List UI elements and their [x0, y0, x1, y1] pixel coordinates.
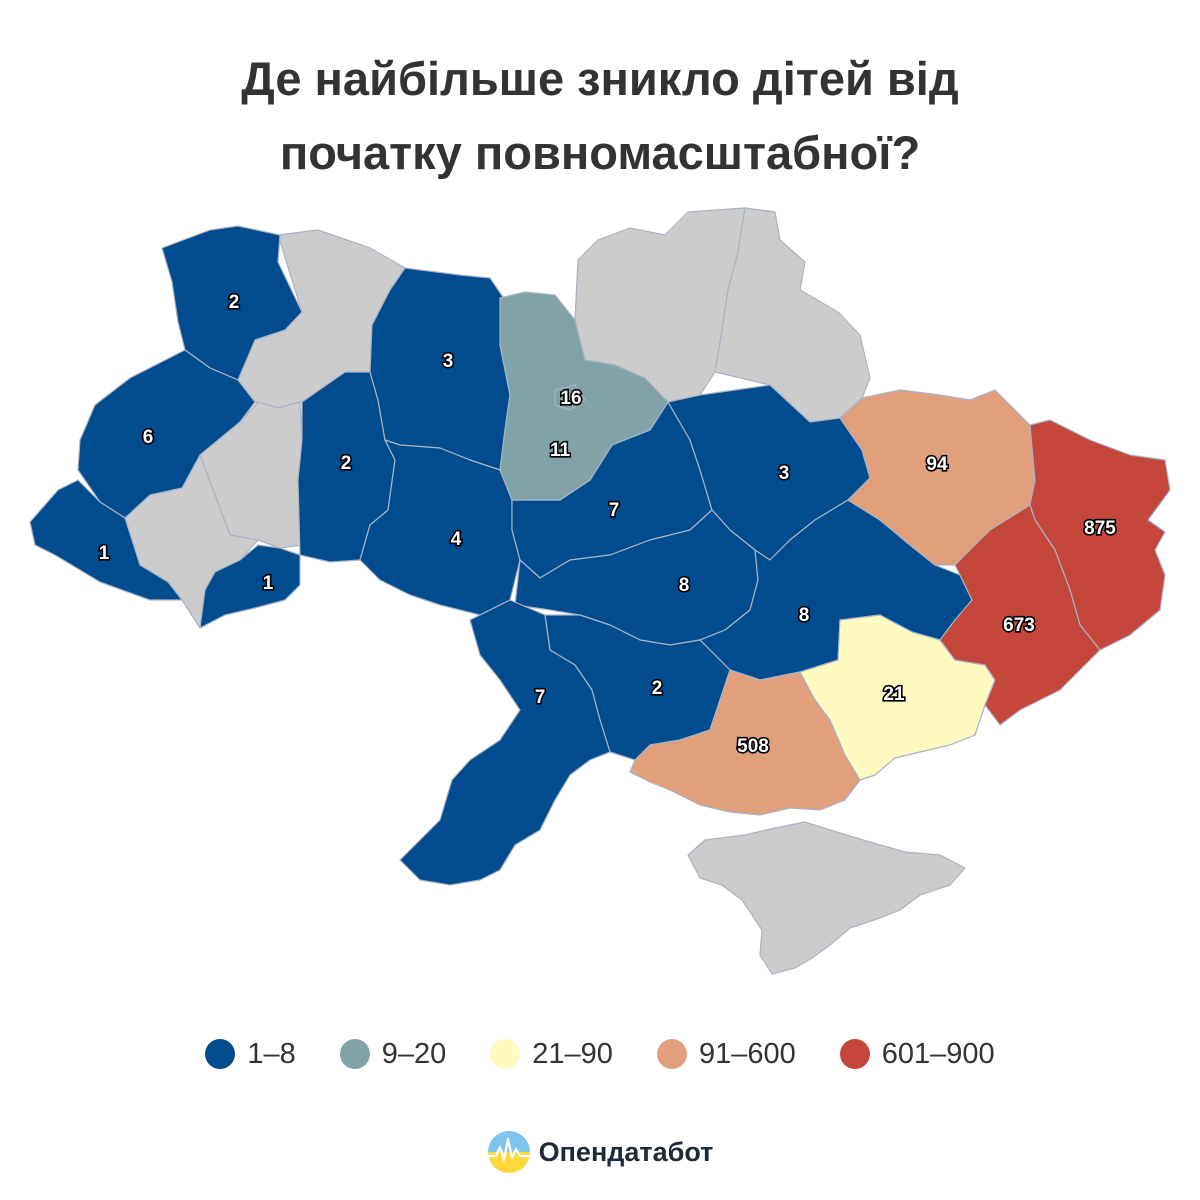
brand: Опендатабот	[0, 1130, 1200, 1174]
label-cherkasy: 7	[609, 500, 620, 521]
legend-swatch-601-900	[839, 1039, 870, 1069]
map-title-line-1: Де найбільше зникло дітей від	[241, 52, 959, 105]
legend-item-601-900: 601–900	[839, 1037, 995, 1071]
legend-label-21-90: 21–90	[532, 1037, 613, 1070]
label-vinnytsia: 4	[451, 529, 462, 550]
region-crimea[interactable]	[687, 821, 966, 975]
label-kyiv-city: 16	[560, 388, 581, 409]
legend-swatch-21-90	[490, 1039, 521, 1069]
legend-label-601-900: 601–900	[881, 1037, 995, 1070]
label-zakarpattia: 1	[99, 543, 110, 564]
label-lviv: 6	[143, 427, 154, 448]
label-zhytomyr: 3	[443, 351, 454, 372]
opendatabot-logo-icon	[487, 1131, 530, 1173]
legend-item-21-90: 21–90	[490, 1038, 613, 1071]
region-kyiv-oblast[interactable]	[499, 291, 669, 501]
label-luhansk: 875	[1084, 518, 1116, 539]
legend-label-91-600: 91–600	[698, 1037, 796, 1070]
label-mykolaiv: 2	[652, 678, 663, 699]
region-kherson[interactable]	[629, 669, 861, 816]
legend: 1–8 9–20 21–90 91–600 601–900	[0, 1034, 1200, 1074]
region-zakarpattia[interactable]	[29, 479, 183, 601]
brand-name: Опендатабот	[538, 1136, 714, 1167]
legend-swatch-9-20	[339, 1039, 370, 1069]
label-kirovohrad: 8	[679, 575, 690, 596]
label-khmelnytskyi: 2	[341, 453, 352, 474]
region-volyn[interactable]	[161, 225, 303, 381]
region-odesa[interactable]	[399, 599, 611, 886]
label-kyiv-oblast: 11	[550, 440, 571, 461]
label-dnipropetrovsk: 8	[799, 605, 810, 626]
label-kharkiv: 94	[926, 454, 948, 475]
legend-swatch-91-600	[656, 1039, 687, 1069]
legend-swatch-1-8	[205, 1039, 236, 1069]
region-donetsk[interactable]	[939, 504, 1101, 726]
legend-item-9-20: 9–20	[339, 1037, 447, 1071]
label-poltava: 3	[779, 463, 790, 484]
label-chernivtsi: 1	[263, 573, 274, 594]
region-kyiv-city	[554, 384, 586, 411]
legend-label-1-8: 1–8	[247, 1037, 296, 1070]
legend-item-1-8: 1–8	[205, 1037, 296, 1071]
label-volyn: 2	[229, 292, 240, 313]
label-odesa: 7	[535, 687, 546, 708]
legend-item-91-600: 91–600	[656, 1037, 796, 1071]
legend-label-9-20: 9–20	[381, 1037, 447, 1070]
region-chernivtsi[interactable]	[199, 544, 301, 629]
label-zaporizhzhia: 21	[883, 684, 905, 705]
map-title: Де найбільше зникло дітей від початку по…	[0, 42, 1200, 190]
region-zaporizhzhia[interactable]	[799, 614, 996, 781]
label-donetsk: 673	[1003, 615, 1035, 636]
map-title-line-2: початку повномасштабної?	[279, 126, 921, 179]
label-kherson: 508	[737, 736, 769, 757]
